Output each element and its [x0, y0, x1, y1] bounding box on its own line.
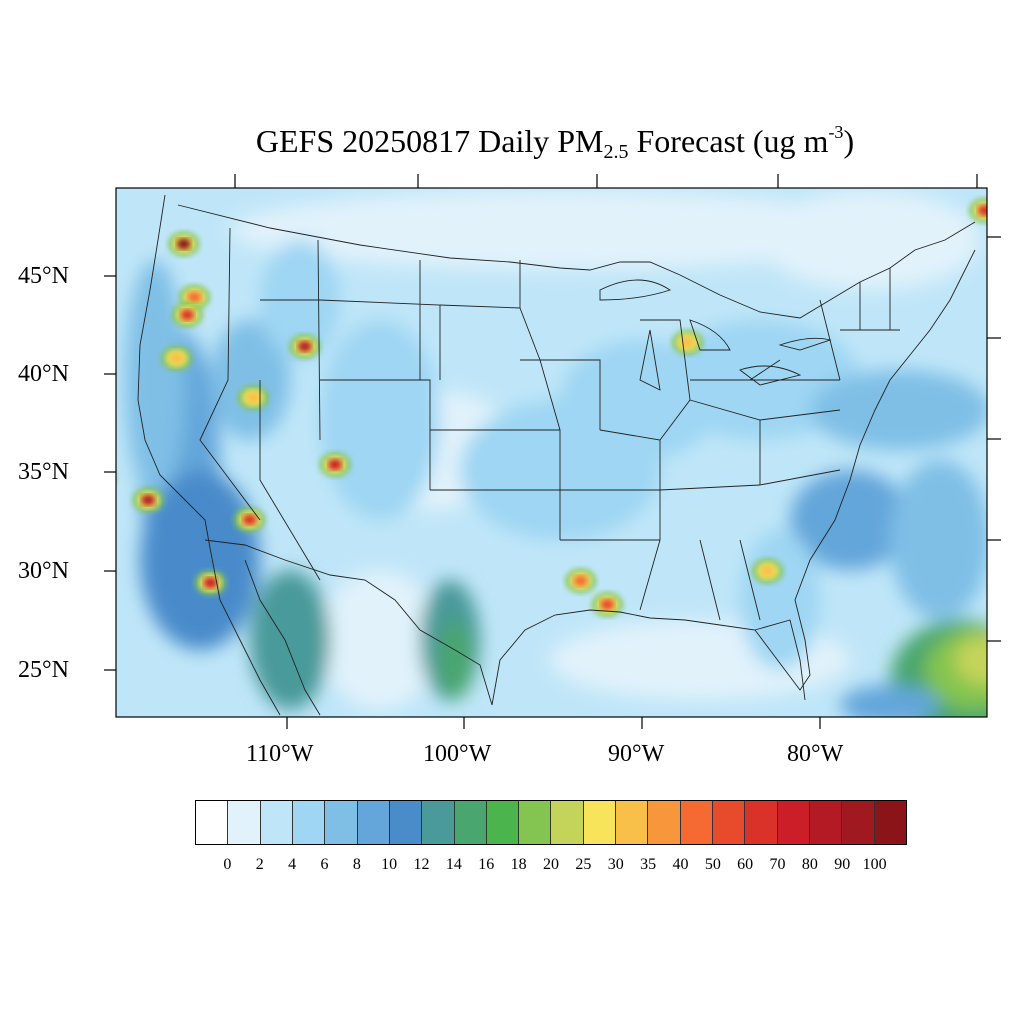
colorbar-swatch	[486, 801, 520, 844]
colorbar-tick-label: 8	[352, 856, 361, 873]
colorbar-tick-label: 10	[381, 856, 398, 873]
lon-label-90w: 90°W	[608, 741, 665, 767]
hotspot-nv-north-fire	[160, 345, 193, 372]
lat-label-25: 25°N	[18, 657, 69, 683]
hotspot-az-fire	[233, 506, 266, 533]
hotspot-ga-fire	[751, 558, 784, 584]
colorbar-tick-label: 35	[640, 856, 657, 873]
colorbar-swatch	[389, 801, 423, 844]
map-field	[52, 188, 987, 717]
lat-label-45: 45°N	[18, 263, 69, 289]
florida	[754, 619, 806, 701]
colorbar-tick-label: 6	[320, 856, 329, 873]
great-lakes	[599, 279, 832, 391]
hotspot-la-fire-b	[591, 591, 624, 618]
colorbar-tick-label: 18	[510, 856, 527, 873]
colorbar-tick-label: 80	[801, 856, 818, 873]
mexico-border	[204, 539, 493, 706]
lat-label-40: 40°N	[18, 361, 69, 387]
colorbar-swatch	[196, 801, 229, 844]
colorbar-tick-label: 25	[575, 856, 592, 873]
colorbar-tick-label: 70	[769, 856, 786, 873]
colorbar-tick-label: 90	[834, 856, 851, 873]
colorbar-tick-label: 16	[478, 856, 495, 873]
hotspot-chicago	[671, 329, 704, 356]
colorbar-swatch	[616, 801, 649, 844]
state-lines-central	[430, 260, 761, 621]
colorbar-swatch	[292, 801, 326, 844]
colorbar-tick-label: 12	[413, 856, 430, 873]
colorbar	[195, 800, 907, 845]
hotspot-co-fire	[319, 451, 352, 478]
gulf-coast	[491, 249, 976, 706]
colorbar-tick-label: 100	[862, 856, 887, 873]
hotspot-qc-fire	[968, 197, 987, 224]
colorbar-swatch	[842, 801, 875, 844]
colorbar-swatch	[713, 801, 746, 844]
colorbar-tick-label: 30	[607, 856, 624, 873]
colorbar-swatch	[454, 801, 487, 844]
axis-ticks	[104, 174, 1001, 729]
colorbar-swatch	[551, 801, 584, 844]
colorbar-swatch	[422, 801, 455, 844]
lat-label-30: 30°N	[18, 558, 69, 584]
colorbar-swatch	[260, 801, 293, 844]
colorbar-tick-label: 40	[672, 856, 689, 873]
colorbar-tick-label: 60	[737, 856, 754, 873]
hotspot-ut-fire	[237, 384, 270, 411]
colorbar-swatch	[357, 801, 390, 844]
colorbar-tick-label: 20	[543, 856, 559, 873]
baja	[209, 547, 321, 716]
hotspot-layer	[52, 194, 987, 618]
hotspot-wy-fire	[288, 333, 321, 360]
lon-label-100w: 100°W	[423, 741, 492, 767]
colorbar-swatch	[228, 801, 261, 844]
colorbar-tick-label: 50	[704, 856, 721, 873]
colorbar-tick-label: 2	[255, 856, 264, 873]
lon-label-110w: 110°W	[246, 741, 314, 767]
colorbar-swatch	[519, 801, 552, 844]
colorbar-tick-label: 0	[223, 856, 232, 873]
colorbar-swatch	[325, 801, 358, 844]
map-frame	[115, 187, 988, 718]
hotspot-id-fire-b	[171, 302, 204, 328]
colorbar-tick-label: 4	[288, 856, 297, 873]
pacific-coast	[137, 194, 211, 549]
colorbar-swatch	[809, 801, 843, 844]
colorbar-swatch	[745, 801, 778, 844]
hotspot-baja-fire	[194, 570, 227, 596]
colorbar-swatch	[648, 801, 681, 844]
hotspot-ca-central-fire	[116, 477, 117, 480]
colorbar-swatch	[583, 801, 617, 844]
lat-label-35: 35°N	[18, 459, 69, 485]
boundary-lines	[137, 194, 976, 716]
hotspot-ca-south-fire	[132, 487, 165, 513]
colorbar-swatch	[680, 801, 713, 844]
colorbar-swatch	[874, 801, 906, 844]
colorbar-swatch	[777, 801, 810, 844]
lon-label-80w: 80°W	[787, 741, 844, 767]
hotspot-la-fire-a	[564, 568, 597, 594]
hotspot-id-north-fire	[167, 231, 200, 257]
colorbar-tick-label: 14	[445, 856, 462, 873]
hotspot-wa-fire	[52, 194, 84, 220]
map-title: GEFS 20250817 Daily PM2.5 Forecast (ug m…	[255, 122, 855, 163]
